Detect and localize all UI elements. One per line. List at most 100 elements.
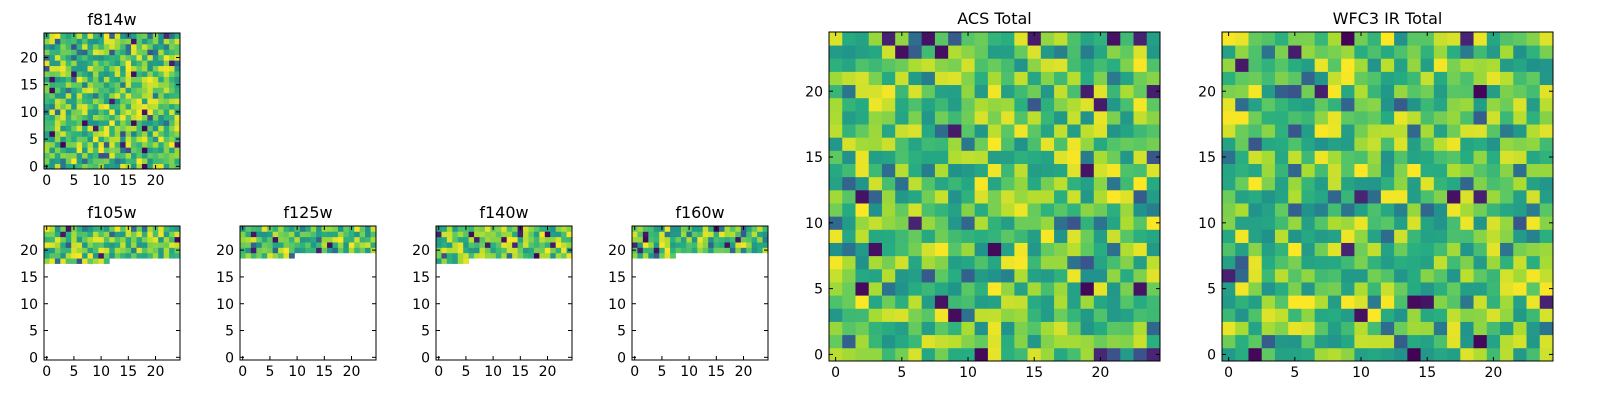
heatmap-cell [60,81,67,88]
heatmap-cell [147,231,154,238]
heatmap-cell [1380,45,1395,59]
heatmap-cell [501,247,508,254]
heatmap-cell [278,226,284,232]
heatmap-cell [1420,282,1435,296]
heatmap-cell [1001,268,1015,283]
heatmap-cell [1341,124,1355,138]
heatmap-cell [44,242,50,248]
heatmap-cell [1235,347,1249,362]
heatmap-cell [60,98,67,105]
heatmap-cell [908,137,923,151]
heatmap-cell [484,231,491,238]
heatmap-cell [1407,242,1421,257]
heatmap-cell [141,252,148,259]
heatmap-cell [365,231,371,238]
heatmap-cell [1486,32,1501,46]
heatmap-cell [1248,334,1263,349]
heatmap-cell [948,124,962,138]
heatmap-cell [1027,189,1042,204]
heatmap-cell [114,43,121,50]
heatmap-cell [1447,334,1461,349]
heatmap-cell [44,65,50,72]
heatmap-cell [697,247,704,254]
heatmap-cell [1327,216,1342,230]
heatmap-cell [1341,71,1355,86]
heatmap-cell [921,32,936,46]
heatmap-cell [109,71,116,77]
heatmap-cell [452,236,459,243]
heatmap-cell [1248,71,1263,86]
heatmap-cell [555,226,562,232]
heatmap-cell [719,231,725,238]
heatmap-cell [1146,137,1161,151]
heatmap-cell [1526,137,1541,151]
heatmap-cell [1133,295,1148,309]
heatmap-cell [1460,334,1474,349]
heatmap-cell [1222,97,1236,112]
heatmap-cell [169,120,175,126]
heatmap-cell [359,236,366,243]
heatmap-cell [152,109,159,115]
heatmap-cell [359,226,366,232]
heatmap-cell [283,252,290,259]
heatmap-cell [1526,203,1541,217]
heatmap-cell [881,97,896,112]
heatmap-cell [1120,189,1134,204]
heatmap-cell [1133,32,1148,46]
heatmap-cell [1327,255,1342,270]
heatmap-cell [1040,203,1055,217]
heatmap-cell [680,226,687,232]
heatmap-cell [131,242,137,248]
heatmap-cell [76,258,83,264]
heatmap-cell [147,130,154,137]
heatmap-cell [670,247,676,254]
heatmap-cell [648,252,655,259]
heatmap-cell [1146,216,1161,230]
heatmap-cell [114,242,121,248]
heatmap-cell [987,189,1002,204]
heatmap-cell [71,136,78,143]
heatmap-cell [169,252,175,259]
heatmap-cell [1354,282,1369,296]
heatmap-cell [1301,255,1316,270]
heatmap-cell [1248,295,1263,309]
heatmap-cell [921,97,936,112]
heatmap-cell [842,150,856,164]
heatmap-cell [98,65,105,72]
heatmap-cell [136,38,143,45]
heatmap-cell [1341,163,1355,178]
heatmap-cell [103,98,110,105]
heatmap-cell [1274,176,1289,191]
heatmap-cell [974,110,989,125]
heatmap-cell [1093,321,1108,336]
heatmap-cell [141,158,148,164]
heatmap-cell [908,150,923,164]
heatmap-cell [120,33,126,39]
heatmap-cell [103,49,110,56]
heatmap-cell [131,252,137,259]
x-tick-label: 15 [119,364,137,380]
heatmap-cell [881,124,896,138]
heatmap-cell [1380,347,1395,362]
heatmap-cell [1460,189,1474,204]
heatmap-cell [1486,150,1501,164]
heatmap-cell [961,45,976,59]
heatmap-cell [152,152,159,159]
heatmap-cell [44,103,50,110]
heatmap-cell [98,252,105,259]
heatmap-cell [1341,255,1355,270]
heatmap-cell [163,87,170,94]
heatmap-cell [842,334,856,349]
heatmap-cell [98,60,105,67]
heatmap-cell [152,98,159,105]
heatmap-cell [1107,282,1121,296]
heatmap-cell [174,103,181,110]
heatmap-cell [1380,163,1395,178]
heatmap-cell [1354,71,1369,86]
heatmap-cell [1146,189,1161,204]
heatmap-cell [1433,97,1448,112]
heatmap-cell [54,103,61,110]
heatmap-cell [1460,203,1474,217]
